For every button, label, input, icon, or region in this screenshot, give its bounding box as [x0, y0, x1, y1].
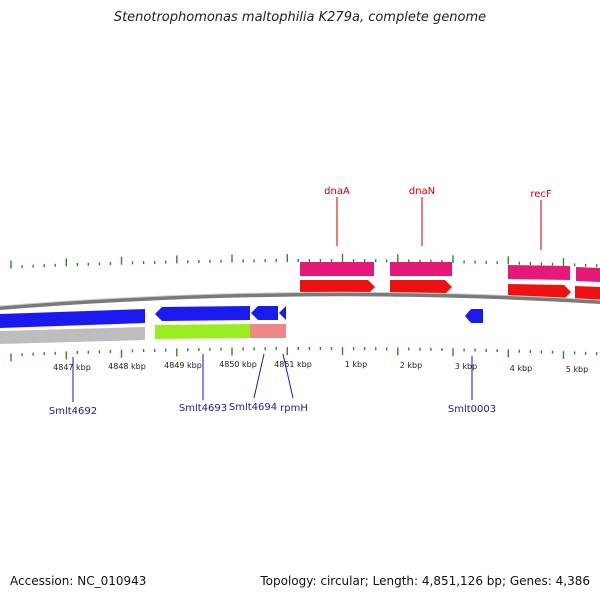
genome-backbone — [0, 292, 600, 310]
scale-label: 4 kbp — [510, 364, 532, 373]
next-gene-rna-bar[interactable] — [576, 267, 600, 282]
recF-rna-bar[interactable] — [508, 265, 570, 280]
forward-strand-track — [300, 262, 600, 301]
Smlt4692-gene-bar[interactable] — [0, 309, 145, 328]
genome-summary-text: Topology: circular; Length: 4,851,126 bp… — [260, 574, 590, 588]
scale-label: 1 kbp — [345, 360, 367, 369]
genome-title: Stenotrophomonas maltophilia K279a, comp… — [113, 10, 487, 25]
scale-labels: 4847 kbp 4848 kbp 4849 kbp 4850 kbp 4851… — [53, 360, 588, 374]
Smlt4693-rna-bar[interactable] — [155, 324, 250, 339]
Smlt0003-gene-arrow[interactable] — [465, 309, 483, 323]
upper-tick-row — [10, 254, 598, 269]
scale-label: 4849 kbp — [164, 361, 202, 370]
scale-label: 4848 kbp — [108, 362, 146, 371]
rpmH-gene-arrow[interactable] — [279, 306, 286, 320]
reverse-strand-track — [0, 306, 483, 344]
dnaA-gene-arrow[interactable] — [300, 280, 375, 294]
gene-label-dnaN[interactable]: dnaN — [409, 186, 435, 197]
accession-text: Accession: NC_010943 — [10, 574, 147, 588]
gene-label-recF[interactable]: recF — [530, 189, 552, 200]
dnaN-rna-bar[interactable] — [390, 262, 452, 276]
scale-label: 5 kbp — [566, 365, 588, 374]
Smlt4693-gene-arrow[interactable] — [155, 306, 250, 321]
reverse-gene-labels: Smlt4692 Smlt4693 Smlt4694 rpmH Smlt0003 — [49, 353, 496, 417]
scale-label: 4851 kbp — [274, 360, 312, 369]
gene-label-dnaA[interactable]: dnaA — [324, 186, 350, 197]
Smlt4692-rna-bar[interactable] — [0, 327, 145, 344]
Smlt4694-gene-arrow[interactable] — [251, 306, 278, 320]
Smlt4694-leader-line — [253, 353, 265, 399]
gene-label-Smlt4694[interactable]: Smlt4694 — [229, 402, 277, 413]
recF-gene-arrow[interactable] — [508, 284, 571, 299]
Smlt4694-rna-bar[interactable] — [250, 324, 286, 338]
next-gene-arrow[interactable] — [575, 286, 600, 301]
forward-gene-labels: dnaA dnaN recF — [324, 186, 552, 250]
rpmH-leader-line — [282, 353, 294, 399]
gene-label-Smlt0003[interactable]: Smlt0003 — [448, 404, 496, 415]
gene-label-Smlt4692[interactable]: Smlt4692 — [49, 406, 97, 417]
scale-label: 4847 kbp — [53, 363, 91, 372]
dnaA-rna-bar[interactable] — [300, 262, 374, 276]
dnaN-gene-arrow[interactable] — [390, 280, 452, 294]
gene-label-rpmH[interactable]: rpmH — [280, 403, 308, 414]
lower-tick-row — [10, 347, 598, 362]
scale-label: 4850 kbp — [219, 360, 257, 369]
scale-label: 3 kbp — [455, 362, 477, 371]
scale-label: 2 kbp — [400, 361, 422, 370]
genome-backbone-highlight — [0, 291, 600, 307]
gene-label-Smlt4693[interactable]: Smlt4693 — [179, 403, 227, 414]
